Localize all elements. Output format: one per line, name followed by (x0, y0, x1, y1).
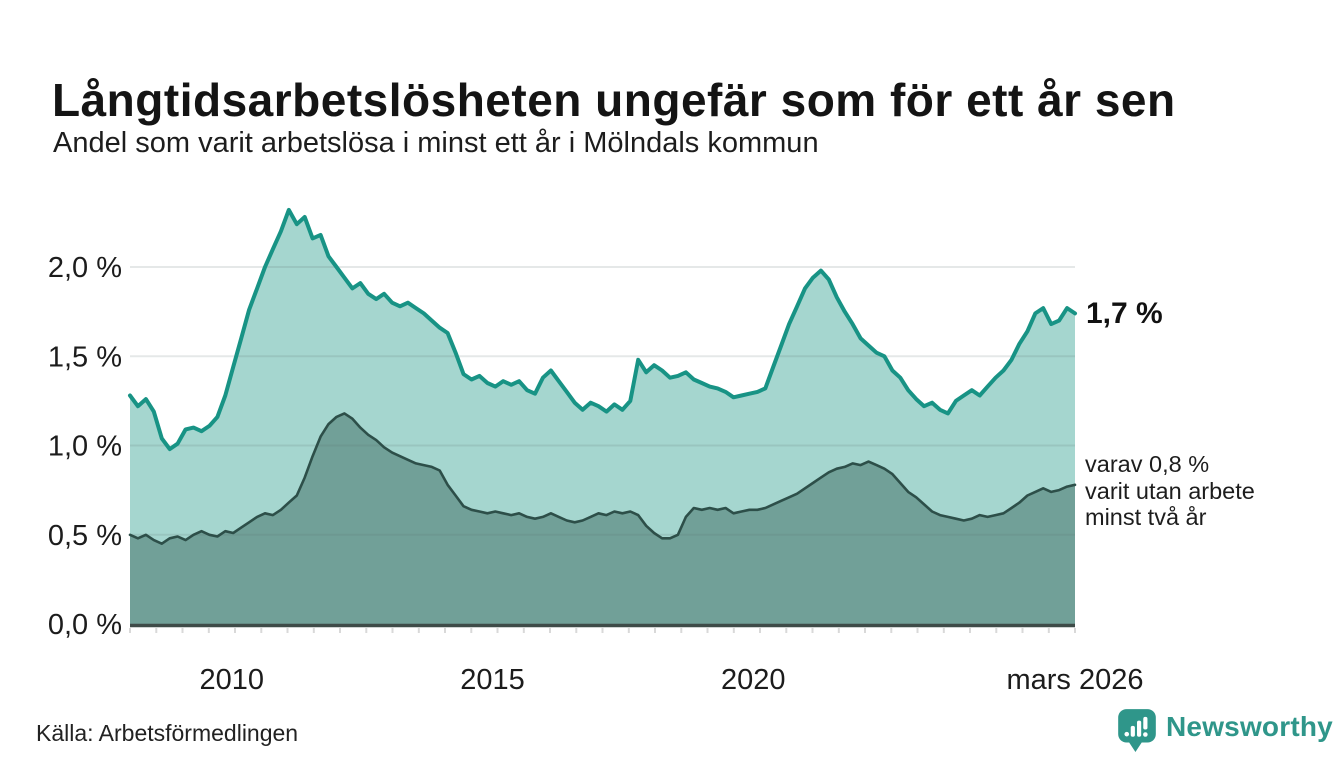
x-minor-tick (1047, 628, 1050, 633)
x-minor-tick (837, 628, 840, 633)
x-minor-tick (1074, 628, 1076, 633)
x-minor-tick (654, 628, 656, 633)
x-minor-tick (995, 628, 998, 633)
x-minor-tick (444, 628, 446, 633)
x-minor-tick (969, 628, 971, 633)
x-minor-tick (391, 628, 394, 633)
y-tick-label: 0,0 % (48, 609, 122, 641)
x-minor-tick (811, 628, 814, 633)
x-minor-tick (129, 628, 131, 633)
x-minor-tick (890, 628, 893, 633)
series-area-2 (130, 413, 1075, 624)
y-tick-label: 0,5 % (48, 520, 122, 552)
x-minor-tick (680, 628, 683, 633)
x-minor-tick (706, 628, 709, 633)
x-minor-tick (916, 628, 919, 633)
x-minor-tick (234, 628, 236, 633)
x-minor-tick (601, 628, 604, 633)
x-minor-tick (286, 628, 289, 633)
series2-end-annotation: varav 0,8 % varit utan arbete minst två … (1085, 451, 1255, 531)
x-tick-label: 2010 (199, 664, 264, 696)
series-line-2 (128, 412, 1077, 545)
newsworthy-logo-text: Newsworthy (1166, 711, 1333, 742)
x-minor-tick (575, 628, 578, 633)
annotation-line-2: varit utan arbete (1085, 477, 1255, 504)
x-minor-tick (312, 628, 315, 633)
logo-exclamation-dot (1143, 732, 1148, 737)
x-minor-tick (496, 628, 499, 633)
logo-bar-small (1130, 725, 1135, 737)
x-minor-tick (417, 628, 420, 633)
series1-end-value-label: 1,7 % (1086, 297, 1163, 330)
newsworthy-logo: Newsworthy (1116, 706, 1333, 754)
x-minor-tick (549, 628, 551, 633)
x-minor-tick (181, 628, 184, 633)
series-line-1 (128, 207, 1077, 452)
x-tick-label: 2020 (721, 664, 786, 696)
x-minor-tick (732, 628, 735, 633)
logo-dot (1124, 731, 1130, 737)
x-minor-tick (759, 628, 761, 633)
x-tick-label: 2015 (460, 664, 525, 696)
x-minor-tick (365, 628, 368, 633)
x-minor-tick (339, 628, 341, 633)
x-minor-tick (785, 628, 788, 633)
y-tick-label: 2,0 % (48, 252, 122, 284)
x-minor-tick (470, 628, 473, 633)
y-tick-label: 1,5 % (48, 341, 122, 373)
chart-title: Långtidsarbetslösheten ungefär som för e… (52, 73, 1176, 126)
annotation-line-3: minst två år (1085, 504, 1207, 530)
x-minor-tick (864, 628, 866, 633)
x-minor-tick (627, 628, 630, 633)
logo-exclamation-bar (1143, 716, 1148, 730)
x-minor-tick (522, 628, 525, 633)
source-label: Källa: Arbetsförmedlingen (36, 720, 299, 746)
annotation-line-1: varav 0,8 % (1085, 451, 1210, 477)
chart-subtitle: Andel som varit arbetslösa i minst ett å… (53, 127, 819, 159)
newsworthy-logo-icon (1118, 709, 1156, 752)
x-minor-tick (942, 628, 945, 633)
x-minor-tick (155, 628, 158, 633)
x-tick-label: mars 2026 (1006, 664, 1143, 696)
y-tick-label: 1,0 % (48, 431, 122, 463)
x-minor-tick (260, 628, 263, 633)
x-minor-tick (207, 628, 210, 633)
logo-bar-tall (1137, 720, 1142, 737)
x-minor-tick (1021, 628, 1024, 633)
